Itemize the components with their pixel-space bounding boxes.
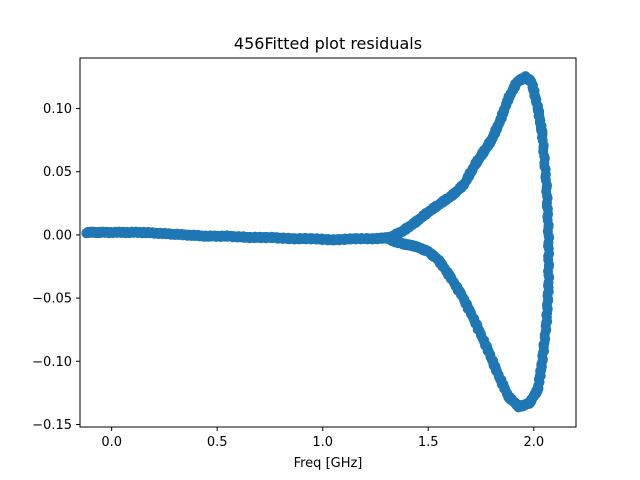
y-tick-label: −0.15 xyxy=(32,418,72,433)
y-tick-label: −0.05 xyxy=(32,292,72,307)
y-tick-label: −0.10 xyxy=(32,355,72,370)
chart-title: 456Fitted plot residuals xyxy=(234,34,422,53)
y-tick-label: 0.00 xyxy=(43,228,72,243)
x-tick-label: 0.0 xyxy=(101,435,122,450)
x-tick-label: 1.0 xyxy=(312,435,333,450)
x-tick-label: 0.5 xyxy=(207,435,228,450)
plot-frame xyxy=(79,57,577,428)
x-axis-title: Freq [GHz] xyxy=(294,456,363,471)
data-layer xyxy=(81,71,555,413)
data-point xyxy=(385,234,396,245)
y-tick-label: 0.05 xyxy=(43,165,72,180)
axis-layer: 0.0 0.5 1.0 1.5 2.0 −0.15 −0.10 −0.05 0.00 0.05 0.… xyxy=(32,102,544,450)
y-tick-label: 0.10 xyxy=(43,102,72,117)
x-tick-label: 2.0 xyxy=(523,435,544,450)
x-tick-label: 1.5 xyxy=(418,435,439,450)
